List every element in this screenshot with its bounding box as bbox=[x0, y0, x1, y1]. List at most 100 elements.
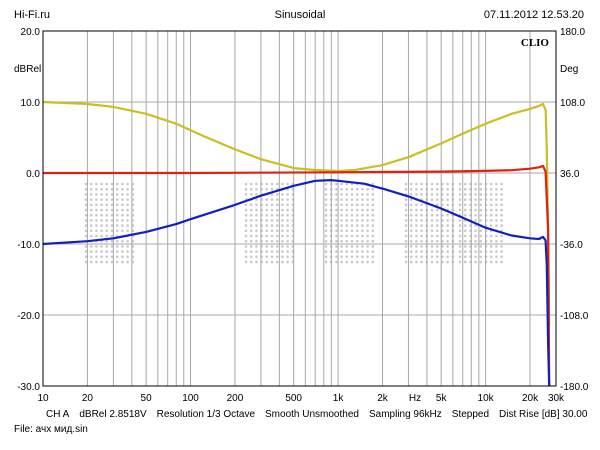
watermark-dot bbox=[463, 260, 467, 264]
watermark-dot bbox=[345, 234, 349, 238]
header-title: Sinusoidal bbox=[274, 9, 326, 21]
watermark-dot bbox=[89, 260, 93, 264]
watermark-dot bbox=[435, 260, 439, 264]
watermark-dot bbox=[281, 182, 284, 186]
watermark-dot bbox=[435, 219, 439, 222]
watermark-dot bbox=[115, 245, 119, 248]
watermark-dot bbox=[361, 203, 364, 207]
watermark-dot bbox=[430, 193, 434, 196]
watermark-dot bbox=[355, 193, 359, 196]
watermark-dot bbox=[474, 245, 477, 248]
watermark-dot bbox=[430, 239, 434, 243]
watermark-dot bbox=[420, 260, 423, 264]
watermark-dot bbox=[335, 182, 338, 186]
x-tick-label: 20k bbox=[522, 393, 539, 404]
watermark-dot bbox=[345, 203, 349, 207]
watermark-dot bbox=[281, 203, 284, 207]
y-tick-label: 10.0 bbox=[21, 98, 41, 109]
watermark-dot bbox=[100, 245, 103, 248]
watermark-dot bbox=[265, 187, 269, 191]
watermark-dot bbox=[340, 198, 343, 201]
watermark-dot bbox=[355, 224, 359, 227]
watermark-dot bbox=[126, 193, 129, 196]
watermark-dot bbox=[463, 245, 467, 248]
watermark-dot bbox=[324, 255, 328, 259]
x-axis-unit: Hz bbox=[409, 393, 421, 404]
watermark-dot bbox=[100, 182, 103, 186]
watermark-dot bbox=[430, 245, 434, 248]
watermark-dot bbox=[249, 187, 253, 191]
watermark-dot bbox=[500, 213, 503, 217]
watermark-dot bbox=[430, 208, 434, 212]
watermark-dot bbox=[458, 224, 462, 227]
watermark-dot bbox=[126, 208, 129, 212]
watermark-dot bbox=[415, 229, 418, 233]
watermark-dot bbox=[275, 213, 279, 217]
watermark-dot bbox=[340, 245, 343, 248]
watermark-dot bbox=[324, 187, 328, 191]
watermark-dot bbox=[340, 260, 343, 264]
watermark-dot bbox=[435, 229, 439, 233]
watermark-dot bbox=[489, 260, 493, 264]
plot-frame bbox=[42, 30, 557, 387]
watermark-dot bbox=[324, 208, 328, 212]
watermark-dot bbox=[420, 255, 423, 259]
watermark-dot bbox=[84, 260, 88, 264]
watermark-dot bbox=[335, 193, 338, 196]
watermark-dot bbox=[446, 229, 449, 233]
watermark-dot bbox=[366, 255, 369, 259]
watermark-dot bbox=[84, 245, 88, 248]
watermark-dot bbox=[495, 203, 498, 207]
watermark-dot bbox=[105, 219, 109, 222]
watermark-dot bbox=[345, 182, 349, 186]
watermark-dot bbox=[415, 219, 418, 222]
watermark-dot bbox=[435, 234, 439, 238]
watermark-dot bbox=[105, 239, 109, 243]
watermark-dot bbox=[115, 239, 119, 243]
watermark-dot bbox=[366, 229, 369, 233]
watermark-dot bbox=[95, 219, 98, 222]
watermark-dot bbox=[345, 219, 349, 222]
watermark-dot bbox=[89, 182, 93, 186]
watermark-dot bbox=[350, 198, 354, 201]
watermark-dot bbox=[105, 224, 109, 227]
footer-item: Dist Rise [dB] 30.00 bbox=[499, 409, 588, 420]
watermark-dot bbox=[110, 229, 114, 233]
watermark-dot bbox=[474, 198, 477, 201]
watermark-dot bbox=[404, 198, 408, 201]
watermark-dot bbox=[89, 203, 93, 207]
watermark-dot bbox=[121, 198, 124, 201]
watermark-dot bbox=[366, 203, 369, 207]
watermark-dot bbox=[366, 198, 369, 201]
watermark-dot bbox=[115, 255, 119, 259]
watermark-dot bbox=[474, 187, 477, 191]
watermark-dot bbox=[409, 234, 413, 238]
watermark-dot bbox=[121, 255, 124, 259]
watermark-dot bbox=[115, 229, 119, 233]
watermark-dot bbox=[281, 213, 284, 217]
watermark-dot bbox=[430, 260, 434, 264]
watermark-dot bbox=[270, 193, 274, 196]
x-axis-labels: 10 20 50 100 200 500 1k 2k 5k 10k 20k 30k Hz bbox=[37, 393, 565, 404]
watermark-dot bbox=[435, 245, 439, 248]
watermark-dot bbox=[495, 255, 498, 259]
watermark-dot bbox=[340, 239, 343, 243]
watermark-dot bbox=[126, 229, 129, 233]
watermark-dot bbox=[255, 239, 258, 243]
watermark-dot bbox=[430, 250, 434, 253]
watermark-dot bbox=[479, 229, 483, 233]
watermark-dot bbox=[249, 193, 253, 196]
watermark-dot bbox=[371, 208, 375, 212]
watermark-dot bbox=[435, 182, 439, 186]
watermark-dot bbox=[441, 219, 444, 222]
watermark-dot bbox=[361, 250, 364, 253]
watermark-dot bbox=[110, 193, 114, 196]
y-tick-label: -10.0 bbox=[17, 240, 40, 251]
watermark-dot bbox=[435, 239, 439, 243]
watermark-dot bbox=[350, 239, 354, 243]
watermark-dot bbox=[345, 260, 349, 264]
watermark-dot bbox=[100, 250, 103, 253]
watermark-dot bbox=[270, 208, 274, 212]
watermark-dot bbox=[458, 219, 462, 222]
watermark-dot bbox=[463, 229, 467, 233]
